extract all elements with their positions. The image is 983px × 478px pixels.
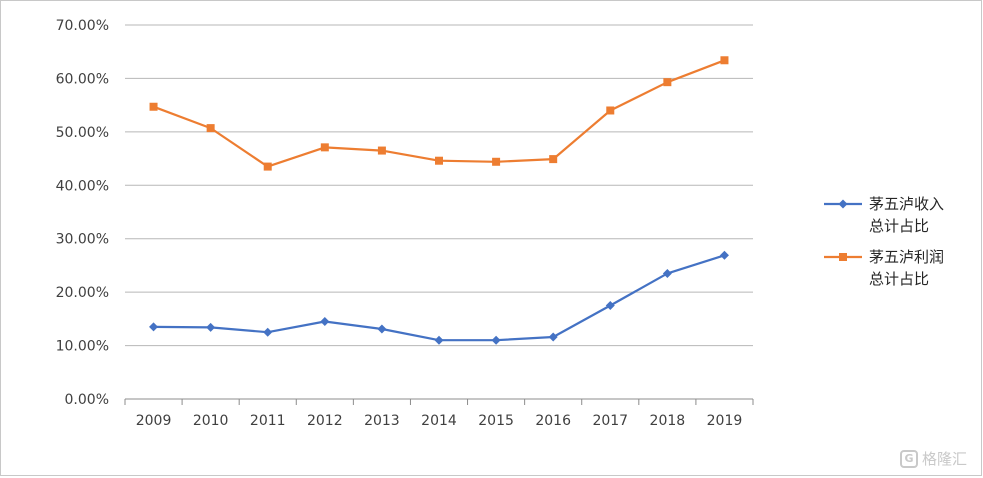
legend-label-profit: 茅五泸利润 bbox=[869, 248, 944, 266]
data-point-revenue bbox=[377, 324, 387, 334]
data-point-profit bbox=[377, 146, 386, 155]
data-point-revenue bbox=[434, 335, 444, 345]
data-point-profit bbox=[549, 155, 558, 164]
y-tick-label: 40.00% bbox=[56, 178, 109, 194]
data-point-profit bbox=[149, 102, 158, 111]
watermark: G 格隆汇 bbox=[899, 448, 967, 469]
data-point-revenue bbox=[491, 335, 501, 345]
legend-marker-revenue bbox=[838, 199, 848, 209]
x-tick-label: 2009 bbox=[136, 413, 172, 429]
x-tick-label: 2012 bbox=[307, 413, 343, 429]
y-tick-label: 0.00% bbox=[65, 392, 109, 408]
data-point-profit bbox=[492, 157, 501, 166]
gridlines bbox=[125, 24, 753, 347]
series-profit bbox=[149, 56, 729, 171]
x-tick-label: 2017 bbox=[592, 413, 628, 429]
x-tick-label: 2015 bbox=[478, 413, 514, 429]
y-tick-label: 20.00% bbox=[56, 285, 109, 301]
legend-label-revenue: 茅五泸收入 bbox=[869, 195, 944, 213]
series-line-profit bbox=[153, 59, 725, 168]
data-point-revenue bbox=[263, 327, 273, 337]
x-tick-label: 2011 bbox=[250, 413, 286, 429]
y-tick-label: 30.00% bbox=[56, 232, 109, 248]
x-tick-label: 2014 bbox=[421, 413, 457, 429]
data-point-profit bbox=[663, 78, 672, 87]
y-tick-label: 70.00% bbox=[56, 18, 109, 34]
series-group bbox=[149, 56, 729, 345]
x-tick-label: 2013 bbox=[364, 413, 400, 429]
x-tick-label: 2018 bbox=[650, 413, 686, 429]
legend-marker-profit bbox=[839, 253, 847, 261]
data-point-revenue bbox=[149, 322, 159, 332]
data-point-profit bbox=[720, 56, 729, 65]
data-point-revenue bbox=[320, 317, 330, 327]
series-revenue bbox=[149, 250, 729, 345]
data-point-profit bbox=[263, 162, 272, 171]
x-tick-label: 2019 bbox=[707, 413, 743, 429]
watermark-logo-icon: G bbox=[899, 449, 918, 468]
data-point-revenue bbox=[206, 322, 216, 332]
legend-label-revenue: 总计占比 bbox=[869, 217, 929, 235]
data-point-profit bbox=[606, 106, 615, 115]
y-tick-label: 50.00% bbox=[56, 125, 109, 141]
axes: 0.00% 10.00% 20.00% 30.00% 40.00% 50.00% 60.00… bbox=[56, 18, 754, 429]
data-point-profit bbox=[320, 143, 329, 152]
legend-label-profit: 总计占比 bbox=[869, 270, 929, 288]
x-tick-label: 2010 bbox=[193, 413, 229, 429]
series-line-revenue bbox=[153, 254, 725, 342]
data-point-revenue bbox=[548, 332, 558, 342]
data-point-revenue bbox=[662, 268, 672, 278]
x-tick-label: 2016 bbox=[535, 413, 571, 429]
y-tick-label: 60.00% bbox=[56, 71, 109, 87]
data-point-revenue bbox=[719, 250, 729, 260]
watermark-text: 格隆汇 bbox=[921, 450, 967, 468]
data-point-profit bbox=[435, 156, 443, 165]
data-point-profit bbox=[206, 124, 215, 133]
y-tick-label: 10.00% bbox=[56, 339, 109, 355]
data-point-revenue bbox=[605, 301, 615, 310]
